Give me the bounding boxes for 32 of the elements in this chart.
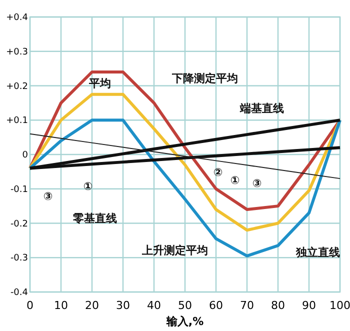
x-tick-label: 70: [240, 299, 254, 312]
x-tick-label: 10: [54, 299, 68, 312]
y-tick-label: +0.1: [6, 116, 28, 126]
annotation: 下降测定平均: [171, 72, 238, 85]
annotation: ③: [252, 177, 262, 190]
x-axis-title: 输入,%: [165, 315, 204, 328]
annotation: ①: [230, 174, 240, 187]
y-tick-label: +0.3: [6, 47, 28, 58]
annotation: 独立直线: [295, 246, 340, 259]
y-tick-label: 0: [22, 150, 28, 160]
y-tick-label: -0.1: [10, 184, 28, 195]
x-tick-label: 30: [116, 299, 130, 312]
x-tick-label: 20: [85, 299, 99, 312]
x-tick-label: 100: [330, 299, 350, 312]
annotation: 端基直线: [239, 102, 284, 115]
x-tick-label: 60: [209, 299, 223, 312]
x-tick-label: 90: [302, 299, 316, 312]
line-series: [28, 118, 342, 258]
annotation: ③: [43, 190, 53, 203]
annotation: 上升测定平均: [141, 244, 208, 257]
y-tick-label: -0.4: [10, 288, 28, 298]
y-tick-label: +0.4: [6, 13, 28, 23]
y-tick-label: -0.3: [10, 254, 28, 264]
annotation: 零基直线: [72, 212, 117, 225]
y-tick-label: +0.2: [6, 82, 28, 92]
y-tick-label: -0.2: [10, 219, 28, 230]
annotation: 平均: [88, 77, 111, 90]
x-tick-label: 40: [147, 299, 161, 312]
x-tick-label: 50: [178, 299, 192, 312]
annotation: ②: [213, 166, 223, 179]
x-tick-label: 80: [271, 299, 285, 312]
annotation: ①: [83, 180, 93, 193]
